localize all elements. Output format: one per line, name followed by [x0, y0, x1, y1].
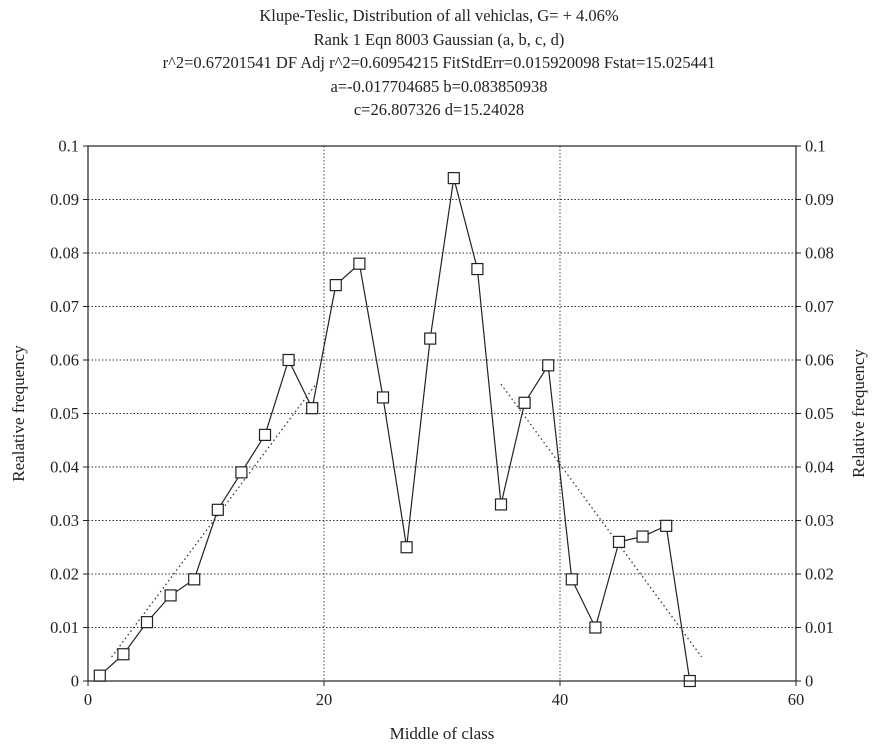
chart-title-line-1: Klupe-Teslic, Distribution of all vehicl… [259, 6, 619, 25]
data-point-marker [447, 172, 460, 185]
y-tick-label-left: 0 [71, 672, 79, 691]
data-point-marker [93, 669, 106, 682]
y-tick-label-right: 0.1 [805, 137, 826, 156]
data-point-marker [518, 396, 531, 409]
data-point-marker [306, 402, 319, 415]
y-tick-label-right: 0.03 [805, 511, 834, 530]
fit-curve [111, 381, 703, 658]
y-tick-label-right: 0.04 [805, 458, 834, 477]
y-tick-label-left: 0.09 [50, 190, 79, 209]
x-tick-label: 0 [84, 690, 92, 709]
series-line [99, 177, 691, 682]
y-tick-label-right: 0.01 [805, 618, 834, 637]
data-point-marker [589, 621, 602, 634]
data-point-marker [353, 257, 366, 270]
data-point-marker [471, 262, 484, 276]
data-point-marker [140, 616, 154, 629]
y-tick-label-left: 0.03 [50, 511, 79, 530]
data-point-marker [660, 519, 673, 532]
data-point-marker [282, 353, 295, 367]
data-point-marker [188, 573, 201, 586]
data-point-marker [424, 332, 437, 345]
tick-labels: 0 00.01 0.010.02 0.020.03 0.030.04 0.040.05 0.… [50, 137, 834, 710]
chart-title-line-4: a=-0.017704685 b=0.083850938 [330, 76, 548, 96]
y-axis-label-right: Relative frequency [849, 349, 868, 478]
data-point-marker [258, 428, 272, 441]
data-series [93, 172, 696, 688]
grid-lines [83, 145, 801, 686]
chart-title-line-3: r^2=0.67201541 DF Adj r^2=0.60954215 Fit… [162, 53, 716, 72]
y-tick-label-left: 0.01 [50, 618, 79, 637]
y-tick-label-left: 0.05 [50, 404, 79, 423]
data-point-marker [400, 541, 413, 554]
data-point-marker [211, 503, 224, 516]
data-point-marker [117, 648, 130, 661]
data-point-marker [164, 589, 177, 602]
y-tick-label-right: 0.05 [805, 404, 834, 423]
y-tick-label-right: 0.09 [805, 190, 834, 209]
y-tick-label-right: 0.07 [805, 297, 834, 316]
y-tick-label-right: 0.06 [805, 351, 834, 370]
y-tick-label-right: 0.02 [805, 565, 834, 584]
y-tick-label-left: 0.06 [50, 351, 79, 370]
x-axis-label: Middle of class [390, 724, 495, 743]
chart-title-block: Klupe-Teslic, Distribution of all vehicl… [0, 4, 878, 122]
y-tick-label-right: 0.08 [805, 244, 834, 263]
x-tick-label: 60 [788, 690, 805, 709]
data-point-marker [612, 535, 626, 549]
data-point-marker [542, 359, 555, 372]
x-tick-label: 20 [316, 690, 333, 709]
data-point-marker [565, 573, 578, 586]
chart-title-line-5: c=26.807326 d=15.24028 [353, 100, 525, 119]
y-tick-label-left: 0.04 [50, 458, 79, 477]
y-axis-label-left: Realative frequency [9, 345, 28, 482]
x-tick-label: 40 [552, 690, 569, 709]
y-tick-label-left: 0.07 [50, 297, 79, 316]
chart-title-line-2: Rank 1 Eqn 8003 Gaussian (a, b, c, d) [313, 29, 565, 49]
data-point-marker [376, 391, 390, 404]
data-point-marker [235, 466, 248, 479]
y-tick-label-right: 0 [805, 672, 813, 691]
y-tick-label-left: 0.08 [50, 244, 79, 263]
y-tick-label-left: 0.1 [58, 137, 79, 156]
data-point-marker [494, 498, 508, 511]
y-tick-label-left: 0.02 [50, 565, 79, 584]
plot-frame [87, 145, 797, 682]
data-point-marker [636, 530, 649, 543]
data-point-marker [329, 279, 342, 292]
